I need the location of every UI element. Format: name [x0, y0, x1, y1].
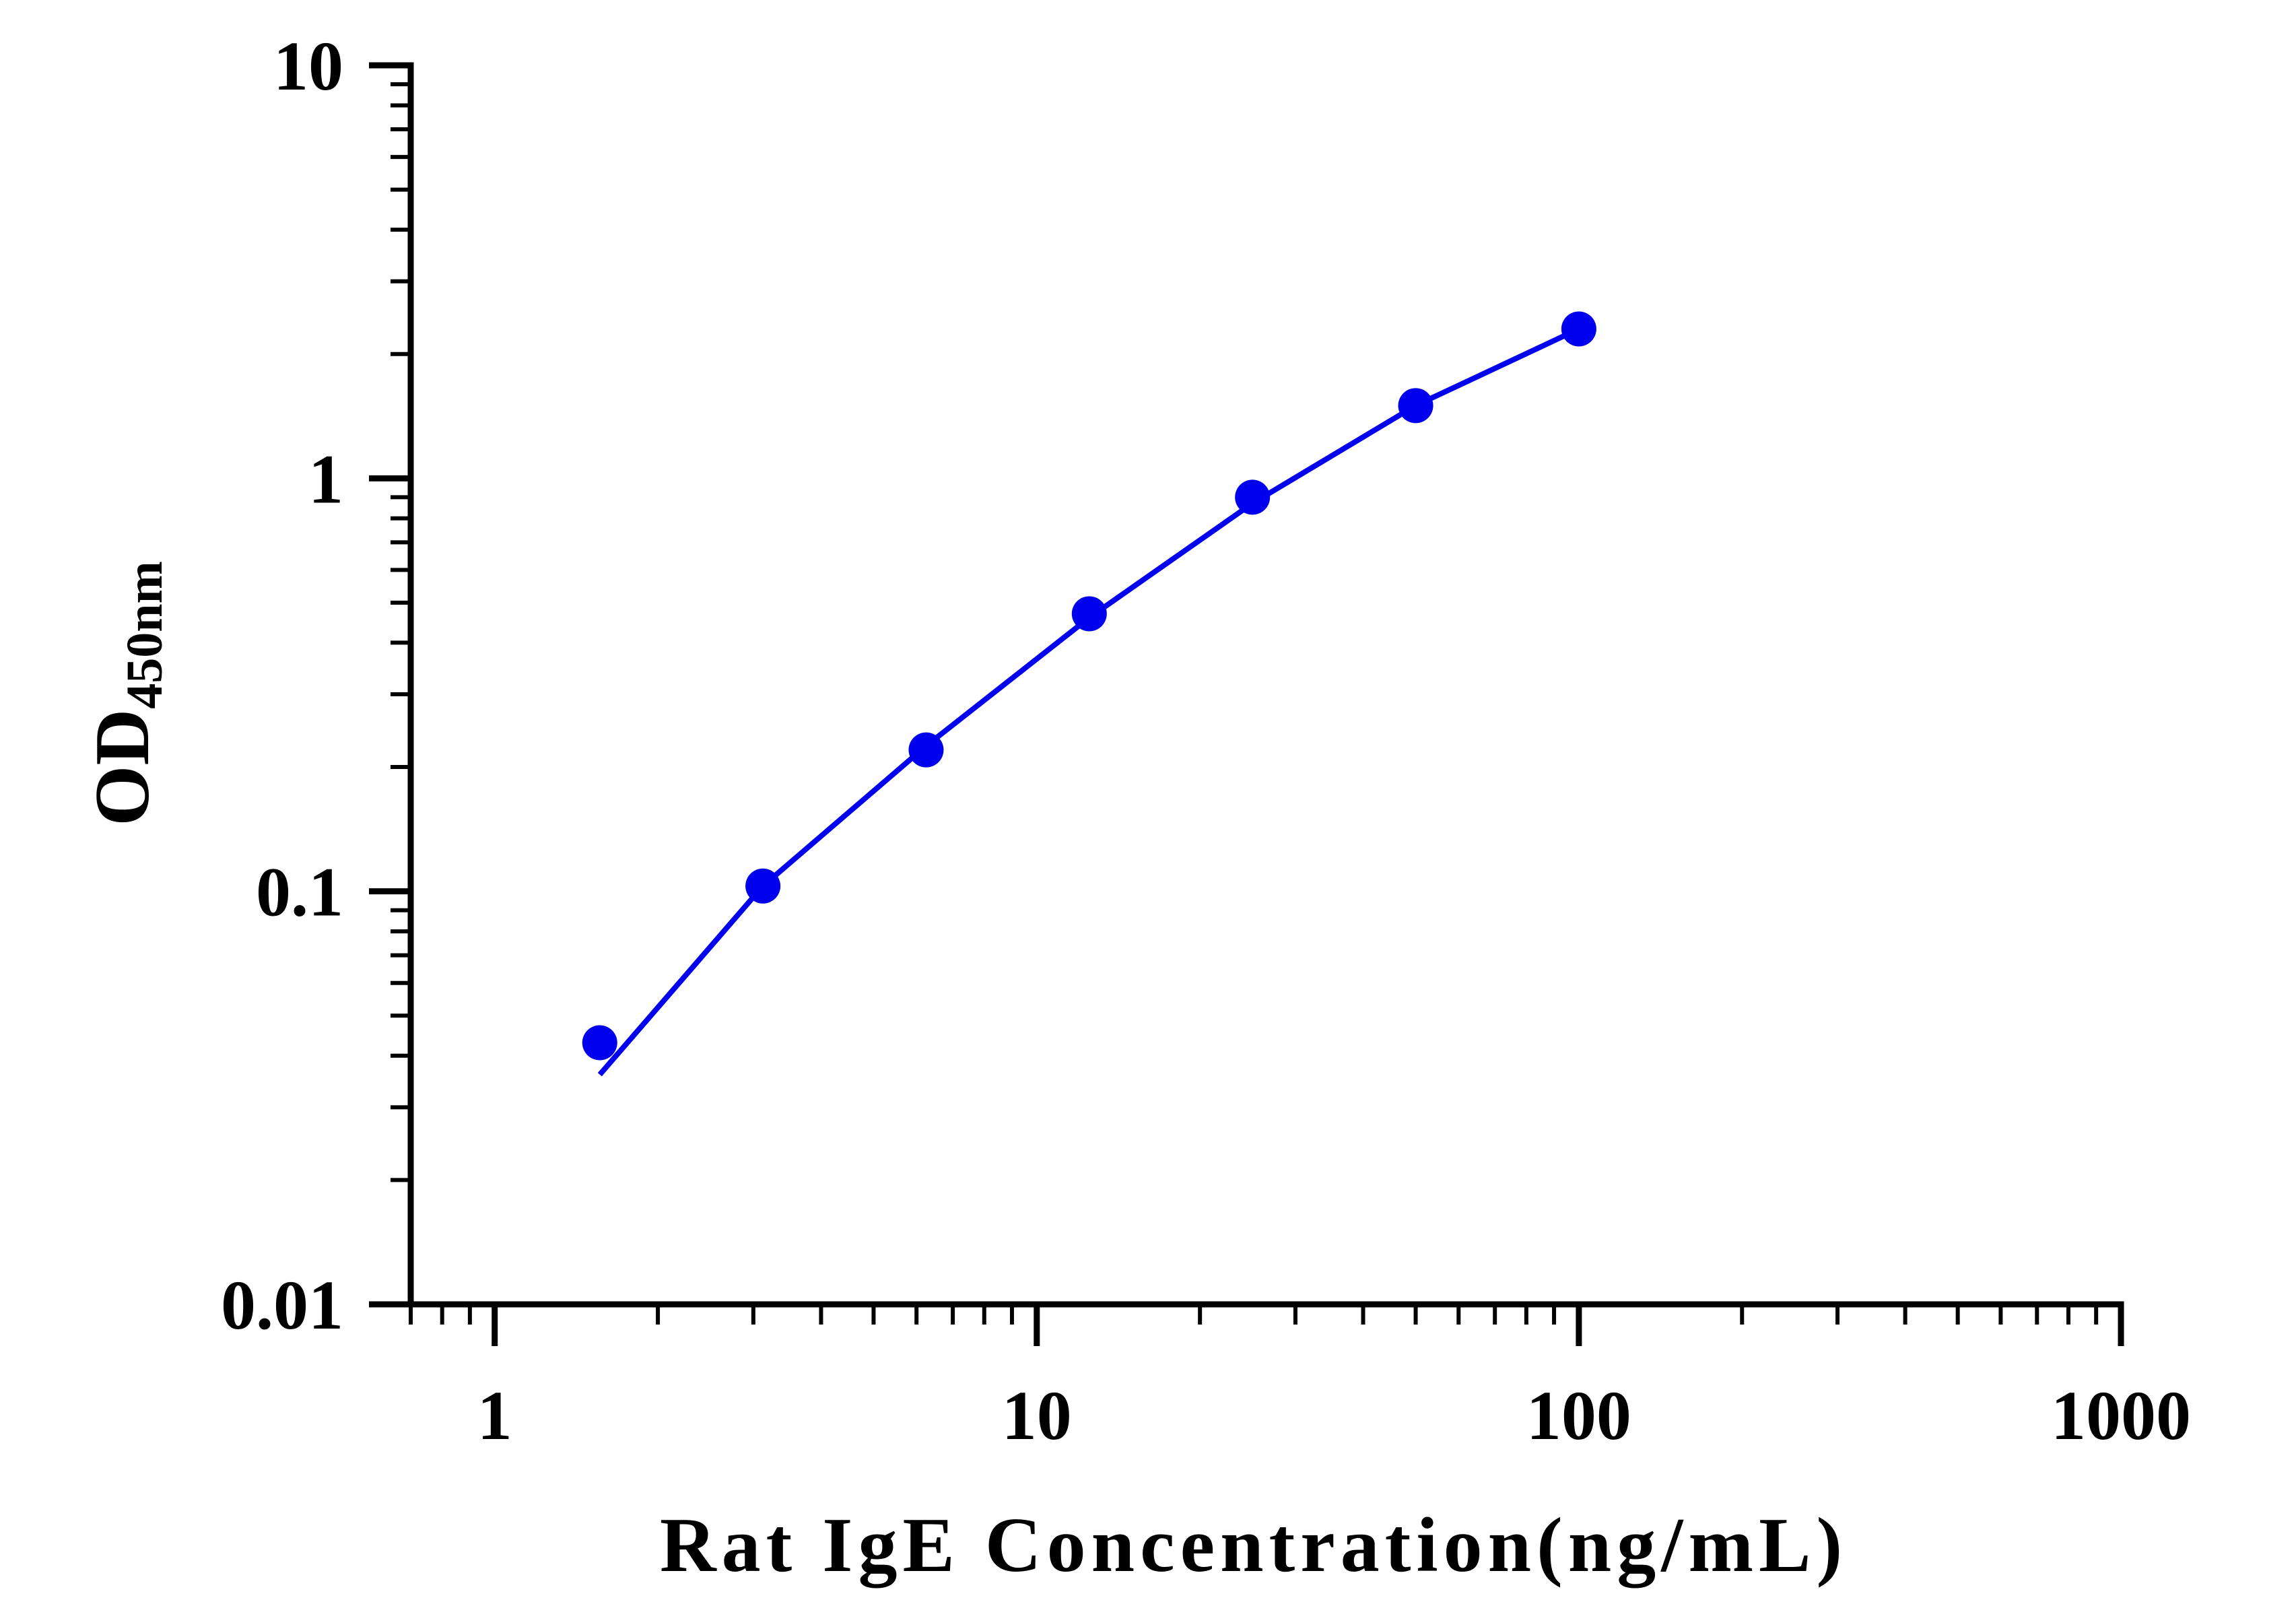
y-axis-tick-labels: 0.01 0.1 1 10 — [221, 28, 343, 1344]
y-axis-title-main: OD — [79, 709, 166, 826]
fit-curve-line — [597, 326, 1580, 1077]
data-point — [582, 1025, 617, 1061]
x-axis-tick-labels: 1 10 100 1000 — [477, 1377, 2191, 1455]
y-tick-label: 0.1 — [256, 854, 343, 931]
y-tick-label: 1 — [308, 440, 343, 518]
y-tick-label: 0.01 — [221, 1267, 343, 1344]
x-tick-label: 1000 — [2051, 1377, 2191, 1455]
x-axis-minor-ticks — [409, 1304, 2099, 1325]
x-axis-major-ticks — [492, 1304, 2124, 1346]
x-axis-title: Rat IgE Concentration(ng/mL) — [660, 1502, 1848, 1589]
data-point — [908, 732, 944, 768]
data-point — [745, 868, 781, 904]
data-point — [1071, 596, 1107, 632]
y-tick-label: 10 — [273, 28, 343, 105]
x-tick-label: 10 — [1002, 1377, 1072, 1455]
y-axis-title-subscript: 450nm — [116, 561, 173, 709]
y-axis-major-ticks — [369, 62, 411, 1308]
data-point — [1235, 479, 1271, 515]
x-tick-label: 1 — [477, 1377, 512, 1455]
x-tick-label: 100 — [1526, 1377, 1631, 1455]
data-points — [582, 311, 1596, 1061]
data-point — [1561, 311, 1596, 347]
y-axis-title: OD450nm — [79, 561, 173, 826]
data-point — [1398, 388, 1433, 424]
y-axis-minor-ticks — [391, 82, 411, 1182]
